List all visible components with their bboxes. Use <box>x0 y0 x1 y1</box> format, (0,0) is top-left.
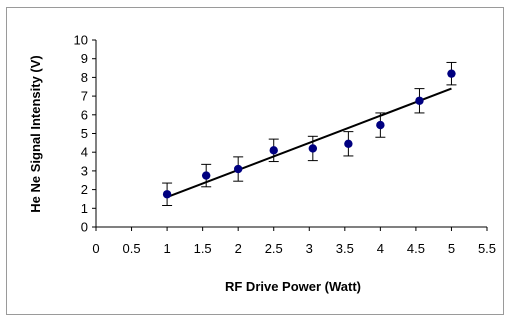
data-point-group <box>233 156 244 182</box>
x-tick-label: 2 <box>235 241 242 256</box>
data-point <box>269 146 278 155</box>
data-marks <box>162 61 457 206</box>
x-tick-label: 5.5 <box>478 241 496 256</box>
x-tick-label: 0.5 <box>123 241 141 256</box>
x-tick-label: 0 <box>92 241 99 256</box>
y-tick-label: 0 <box>81 220 88 235</box>
x-tick-label: 5 <box>448 241 455 256</box>
data-point-group <box>343 131 354 157</box>
data-point <box>344 139 353 148</box>
y-tick-label: 2 <box>81 182 88 197</box>
x-tick-label: 2.5 <box>265 241 283 256</box>
data-point <box>376 120 385 130</box>
data-point <box>415 96 424 105</box>
y-tick-label: 9 <box>81 51 88 66</box>
tick-labels: 0 1 2 3 4 5 6 7 8 9 10 0 0.5 1 1.5 2 2.5 3 3.5 4 4.5 5 5.5 <box>74 33 497 257</box>
y-tick-label: 1 <box>81 201 88 216</box>
data-point-group <box>268 138 279 163</box>
y-tick-label: 10 <box>74 33 88 48</box>
data-point-group <box>446 61 457 86</box>
y-tick-label: 3 <box>81 163 88 178</box>
x-axis-title: RF Drive Power (Watt) <box>225 279 361 294</box>
y-tick-label: 8 <box>81 70 88 85</box>
data-point <box>447 69 456 78</box>
x-tick-label: 1.5 <box>194 241 212 256</box>
y-tick-label: 6 <box>81 107 88 122</box>
y-tick-label: 7 <box>81 89 88 104</box>
x-tick-label: 4 <box>377 241 384 256</box>
chart-frame <box>6 7 504 315</box>
data-point-group <box>201 163 212 188</box>
data-point-group <box>307 135 318 162</box>
axes <box>92 39 488 231</box>
x-tick-label: 3 <box>306 241 313 256</box>
data-point-group <box>414 88 425 114</box>
x-tick-label: 3.5 <box>336 241 354 256</box>
data-point <box>162 190 172 199</box>
y-tick-label: 4 <box>81 145 88 160</box>
trendline-group <box>166 87 452 199</box>
x-tick-label: 1 <box>163 241 170 256</box>
data-point-group <box>375 112 386 138</box>
data-point-group <box>162 182 173 206</box>
y-axis-title: He Ne Signal Intensity (V) <box>28 55 43 212</box>
data-point <box>308 144 318 153</box>
trendline <box>166 87 452 199</box>
data-point <box>233 164 243 174</box>
y-tick-label: 5 <box>81 126 88 141</box>
x-tick-label: 4.5 <box>407 241 425 256</box>
data-point <box>201 171 211 180</box>
